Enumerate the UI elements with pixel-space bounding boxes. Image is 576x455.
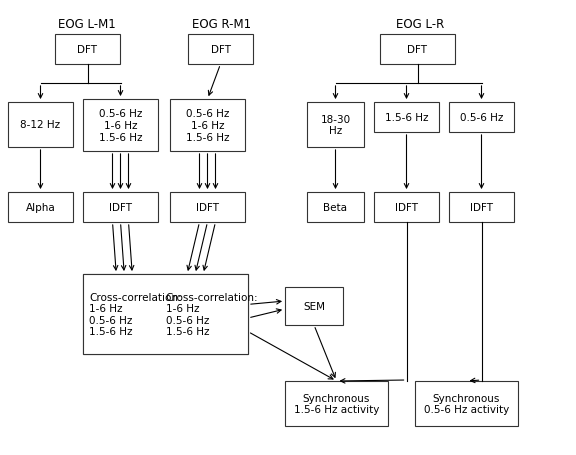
Text: 1.5-6 Hz: 1.5-6 Hz xyxy=(385,113,428,123)
Text: DFT: DFT xyxy=(407,45,427,55)
Bar xyxy=(449,192,514,222)
Text: Cross-correlation:
1-6 Hz
0.5-6 Hz
1.5-6 Hz: Cross-correlation: 1-6 Hz 0.5-6 Hz 1.5-6… xyxy=(89,292,181,337)
Text: Synchronous
1.5-6 Hz activity: Synchronous 1.5-6 Hz activity xyxy=(294,393,379,415)
Bar xyxy=(449,103,514,133)
Text: Cross-correlation:
1-6 Hz
0.5-6 Hz
1.5-6 Hz: Cross-correlation: 1-6 Hz 0.5-6 Hz 1.5-6… xyxy=(165,292,258,337)
Text: EOG L-R: EOG L-R xyxy=(396,18,444,31)
Bar xyxy=(170,192,245,222)
Bar xyxy=(188,35,253,65)
Bar xyxy=(285,381,388,426)
Bar xyxy=(380,35,455,65)
Text: 18-30
Hz: 18-30 Hz xyxy=(320,115,351,136)
Bar xyxy=(83,192,158,222)
Text: EOG L-M1: EOG L-M1 xyxy=(58,18,116,31)
Text: Beta: Beta xyxy=(324,202,347,212)
Bar xyxy=(307,192,364,222)
Text: EOG R-M1: EOG R-M1 xyxy=(192,18,252,31)
Bar xyxy=(8,192,73,222)
Text: IDFT: IDFT xyxy=(395,202,418,212)
Text: DFT: DFT xyxy=(210,45,230,55)
Text: Alpha: Alpha xyxy=(25,202,55,212)
Bar xyxy=(83,100,158,152)
Text: 0.5-6 Hz: 0.5-6 Hz xyxy=(460,113,503,123)
Bar xyxy=(55,35,120,65)
Text: 0.5-6 Hz
1-6 Hz
1.5-6 Hz: 0.5-6 Hz 1-6 Hz 1.5-6 Hz xyxy=(98,109,142,142)
Text: IDFT: IDFT xyxy=(470,202,493,212)
Text: DFT: DFT xyxy=(78,45,97,55)
Text: IDFT: IDFT xyxy=(109,202,132,212)
Bar xyxy=(285,288,343,325)
Bar xyxy=(374,192,439,222)
Text: Synchronous
0.5-6 Hz activity: Synchronous 0.5-6 Hz activity xyxy=(424,393,509,415)
Bar xyxy=(415,381,518,426)
Text: 0.5-6 Hz
1-6 Hz
1.5-6 Hz: 0.5-6 Hz 1-6 Hz 1.5-6 Hz xyxy=(185,109,229,142)
Bar xyxy=(83,274,248,354)
Text: SEM: SEM xyxy=(303,301,325,311)
Bar xyxy=(170,100,245,152)
Text: IDFT: IDFT xyxy=(196,202,219,212)
Bar xyxy=(307,103,364,148)
Bar xyxy=(83,274,248,354)
Bar xyxy=(374,103,439,133)
Bar xyxy=(8,103,73,148)
Text: 8-12 Hz: 8-12 Hz xyxy=(20,120,60,130)
